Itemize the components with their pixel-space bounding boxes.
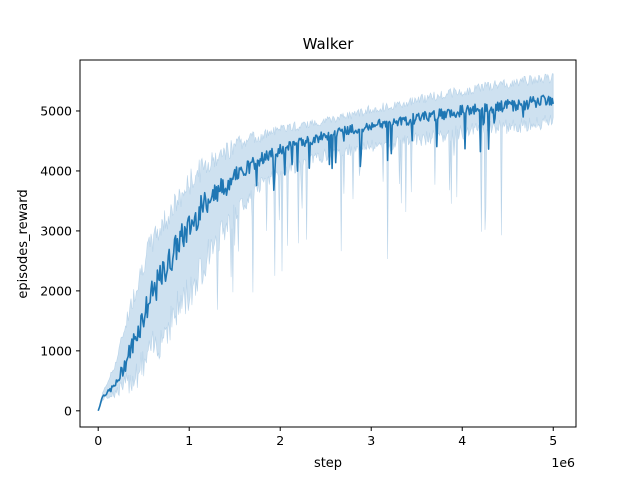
plot-frame [79, 59, 577, 428]
x-axis-label: step [314, 456, 342, 471]
y-tick-label: 5000 [40, 103, 72, 118]
plot-area [97, 73, 554, 412]
y-tick-label: 0 [64, 403, 72, 418]
axes: 0 1 2 3 4 5 0 1000 2000 3000 4000 5000 [40, 59, 577, 448]
x-tick-label: 5 [549, 433, 557, 448]
x-axis-offset-label: 1e6 [551, 455, 575, 470]
x-tick-label: 3 [367, 433, 375, 448]
series-line [97, 94, 554, 412]
y-tick-label: 2000 [40, 283, 72, 298]
x-tick-label: 2 [276, 433, 284, 448]
x-tick-label: 0 [94, 433, 102, 448]
confidence-band [97, 73, 554, 411]
x-tick-label: 4 [458, 433, 466, 448]
chart-title: Walker [303, 35, 355, 53]
y-tick-label: 1000 [40, 343, 72, 358]
x-tick-label: 1 [185, 433, 193, 448]
y-tick-label: 4000 [40, 163, 72, 178]
y-axis-label: episodes_reward [16, 189, 31, 298]
y-tick-label: 3000 [40, 223, 72, 238]
